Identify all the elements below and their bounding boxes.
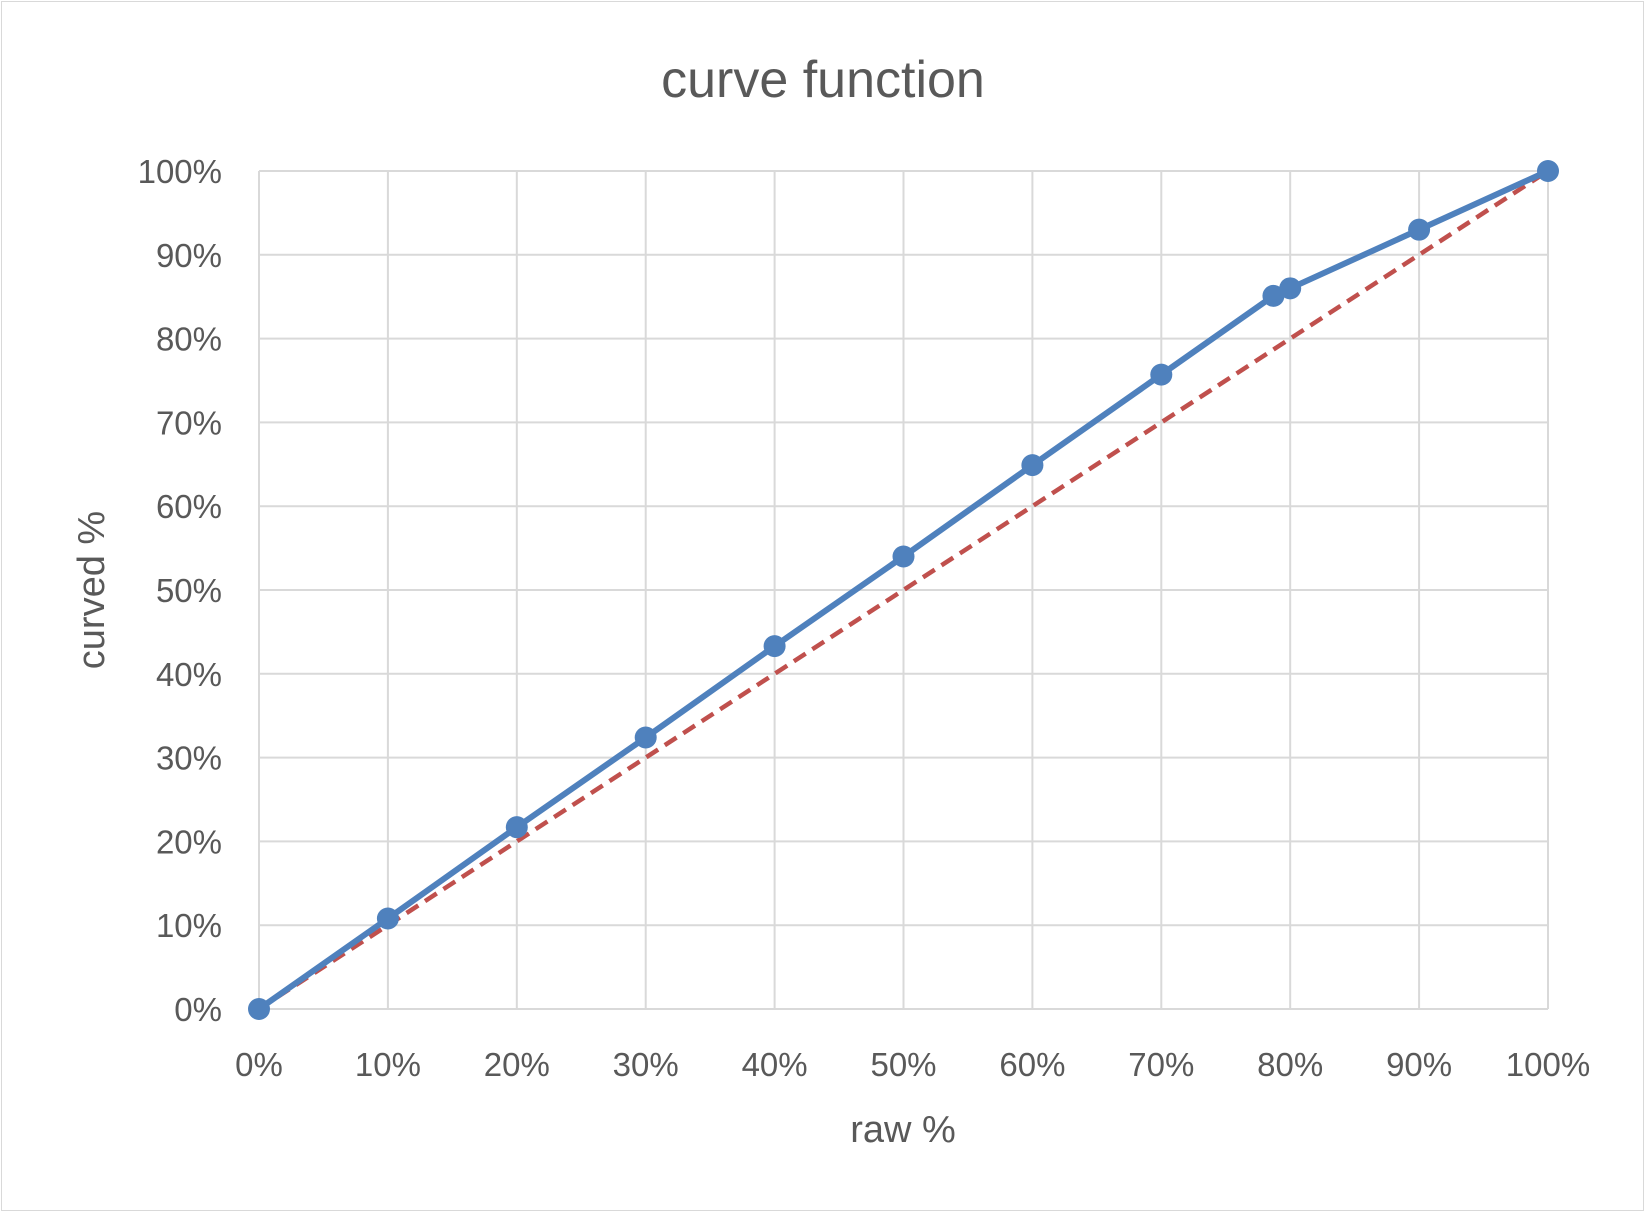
y-tick-label: 80% xyxy=(156,321,222,358)
y-tick-label: 60% xyxy=(156,488,222,525)
chart-title: curve function xyxy=(661,51,985,109)
x-tick-label: 0% xyxy=(235,1046,283,1083)
y-tick-label: 10% xyxy=(156,907,222,944)
x-tick-label: 100% xyxy=(1506,1046,1590,1083)
data-point-marker xyxy=(1150,363,1173,386)
y-tick-label: 50% xyxy=(156,572,222,609)
data-point-marker xyxy=(248,998,270,1020)
data-point-marker xyxy=(892,545,915,568)
x-tick-label: 20% xyxy=(484,1046,550,1083)
series-group xyxy=(248,160,1559,1020)
x-tick-label: 90% xyxy=(1386,1046,1452,1083)
data-point-marker xyxy=(376,907,399,930)
x-tick-label: 70% xyxy=(1128,1046,1194,1083)
y-tick-label: 90% xyxy=(156,237,222,274)
y-tick-label: 0% xyxy=(174,991,222,1028)
x-axis-tick-labels: 0% 10% 20% 30% 40% 50% 60% 70% 80% 90% 100% xyxy=(235,1046,1590,1083)
x-tick-label: 30% xyxy=(613,1046,679,1083)
x-tick-label: 10% xyxy=(355,1046,421,1083)
x-tick-label: 50% xyxy=(870,1046,936,1083)
y-tick-label: 40% xyxy=(156,656,222,693)
data-point-marker xyxy=(505,816,528,839)
data-point-marker xyxy=(1408,218,1431,241)
x-axis-title: raw % xyxy=(850,1109,956,1151)
data-point-marker xyxy=(763,635,786,658)
reference-line xyxy=(257,169,1550,1011)
data-point-marker xyxy=(1262,284,1285,307)
data-point-marker xyxy=(1021,454,1044,477)
y-tick-label: 70% xyxy=(156,404,222,441)
gridlines xyxy=(258,170,1549,1010)
x-tick-label: 80% xyxy=(1257,1046,1323,1083)
x-tick-label: 40% xyxy=(742,1046,808,1083)
data-point-marker xyxy=(634,726,657,749)
x-tick-label: 60% xyxy=(999,1046,1065,1083)
y-tick-label: 20% xyxy=(156,823,222,860)
y-axis-tick-labels: 0% 10% 20% 30% 40% 50% 60% 70% 80% 90% 100% xyxy=(138,153,222,1028)
data-point-marker xyxy=(1279,277,1302,300)
y-axis-title: curved % xyxy=(71,511,113,669)
y-tick-label: 30% xyxy=(156,740,222,777)
y-tick-label: 100% xyxy=(138,153,222,190)
data-point-marker xyxy=(1537,160,1559,182)
series-line xyxy=(256,168,1551,1012)
